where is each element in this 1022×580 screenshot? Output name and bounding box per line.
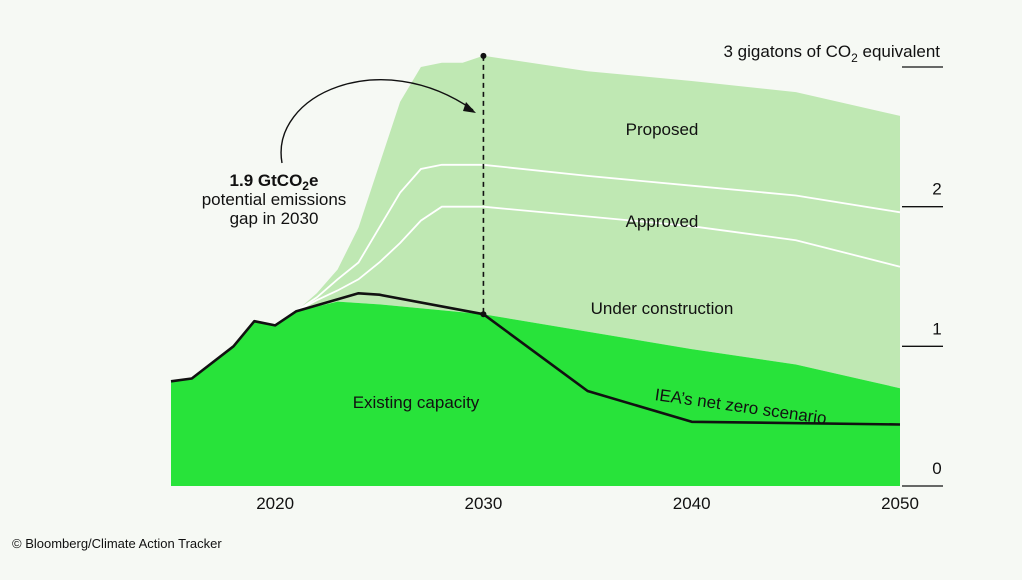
gap-top-marker: [480, 52, 487, 59]
y-tick-label: 2: [932, 180, 941, 199]
x-axis: 2020 2030 2040 2050: [256, 494, 919, 513]
iea-net-zero-line: [170, 292, 901, 426]
x-tick-label: 2030: [465, 494, 503, 513]
unit-label-prefix: 3 gigatons of CO: [724, 42, 852, 61]
unit-label-suffix: equivalent: [858, 42, 941, 61]
label-existing-capacity: Existing capacity: [353, 393, 480, 412]
annotation-bold-suffix: e: [309, 171, 318, 190]
boundary-approved: [274, 163, 901, 327]
annotation-arrow-head: [463, 102, 476, 113]
unit-label-sub: 2: [851, 51, 858, 65]
annotation-line-3: gap in 2030: [230, 209, 319, 228]
y-tick-label: 0: [932, 459, 941, 478]
gap-bottom-marker: [480, 311, 487, 318]
x-tick-label: 2040: [673, 494, 711, 513]
label-proposed: Proposed: [626, 120, 699, 139]
y-axis-unit-label: 3 gigatons of CO2 equivalent: [724, 42, 941, 65]
annotation-arrow: [280, 79, 474, 164]
source-credit: © Bloomberg/Climate Action Tracker: [12, 536, 222, 551]
x-tick-label: 2050: [881, 494, 919, 513]
annotation-line-2: potential emissions: [202, 190, 347, 209]
annotation-title: 1.9 GtCO2e: [230, 171, 319, 193]
area-existing-capacity: [171, 301, 900, 486]
boundary-under-construction: [274, 205, 901, 327]
annotation-bold-sub: 2: [302, 179, 309, 193]
y-tick-label: 1: [932, 319, 941, 338]
label-approved: Approved: [626, 212, 699, 231]
annotation-bold-prefix: 1.9 GtCO: [230, 171, 303, 190]
x-tick-label: 2020: [256, 494, 294, 513]
y-axis: 0 1 2: [902, 66, 943, 487]
label-under-construction: Under construction: [591, 299, 734, 318]
